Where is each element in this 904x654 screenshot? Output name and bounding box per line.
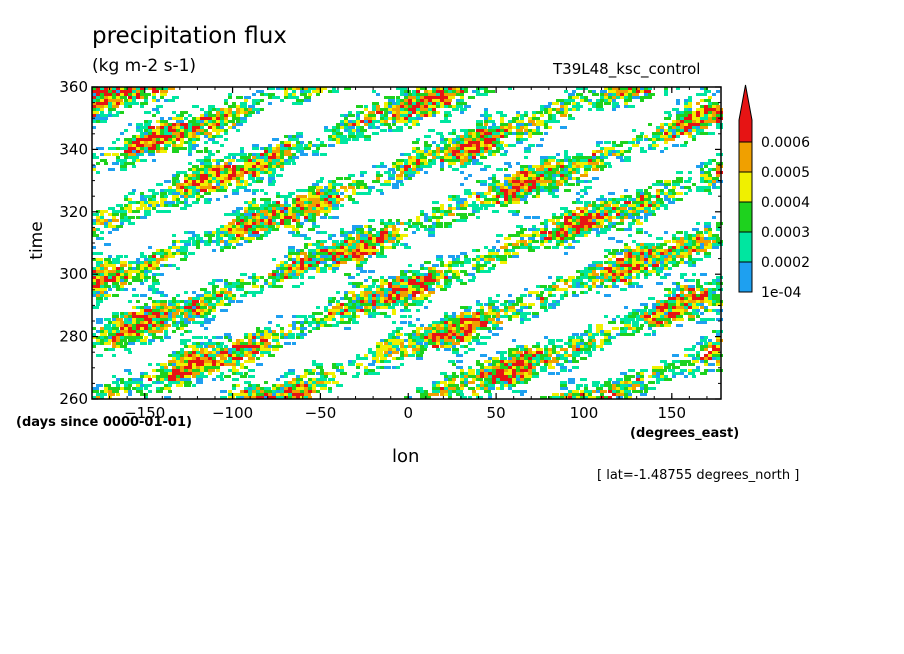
colorbar-segment [738, 231, 753, 263]
colorbar-extend-max [738, 84, 753, 143]
colorbar-label: 0.0002 [761, 255, 810, 271]
colorbar-label: 0.0006 [761, 135, 810, 151]
y-tick-label: 300 [59, 265, 88, 283]
y-tick-label: 360 [59, 78, 88, 96]
y-tick-label: 280 [59, 328, 88, 346]
y-axis-units: (days since 0000-01-01) [16, 415, 192, 430]
x-axis-label: lon [392, 446, 420, 467]
colorbar-label: 0.0003 [761, 225, 810, 241]
latitude-annotation: [ lat=-1.48755 degrees_north ] [597, 468, 800, 483]
x-tick-label: 50 [487, 404, 506, 422]
colorbar-segment [738, 261, 753, 293]
y-tick-label: 340 [59, 140, 88, 158]
colorbar-segment [738, 141, 753, 173]
chart-units: (kg m-2 s-1) [92, 56, 197, 76]
experiment-label: T39L48_ksc_control [553, 60, 701, 78]
colorbar-segment [738, 171, 753, 203]
x-tick-label: −150 [124, 404, 165, 422]
x-tick-label: 150 [657, 404, 686, 422]
x-axis-ticks: −150 −100 −50 0 50 100 150 [109, 87, 708, 422]
precipitation-field [92, 87, 723, 399]
y-axis-ticks: 260 280 300 320 340 360 [59, 78, 721, 408]
y-tick-label: 320 [59, 203, 88, 221]
x-tick-label: −50 [305, 404, 337, 422]
colorbar-label: 0.0005 [761, 165, 810, 181]
x-tick-label: 100 [570, 404, 599, 422]
colorbar-label: 1e-04 [761, 285, 801, 301]
x-axis-units: (degrees_east) [630, 426, 740, 441]
x-tick-label: −100 [212, 404, 253, 422]
colorbar-label: 0.0004 [761, 195, 810, 211]
x-tick-label: 0 [403, 404, 413, 422]
y-tick-label: 260 [59, 390, 88, 408]
colorbar: 1e-04 0.0002 0.0003 0.0004 0.0005 0.0006 [738, 84, 810, 301]
chart-title: precipitation flux [92, 23, 287, 49]
colorbar-segment [738, 201, 753, 233]
